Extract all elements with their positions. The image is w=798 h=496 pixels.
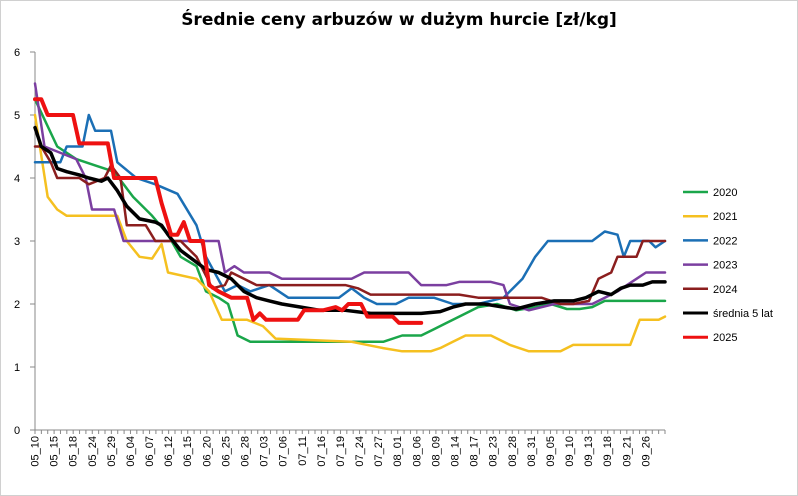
series-line-2024 (33, 145, 667, 306)
legend: 2020 2021 2022 2023 2024 średnia 5 lat 2025 (683, 187, 773, 344)
x-tick-label: 06_15 (182, 436, 194, 467)
x-tick-label: 09_26 (640, 436, 652, 467)
x-tick-label: 09_21 (621, 436, 633, 467)
x-tick-label: 07_16 (316, 436, 328, 467)
x-tick-label: 07_27 (373, 436, 385, 467)
series-line-2023 (33, 82, 667, 312)
x-tick-label: 05_24 (87, 436, 99, 467)
x-tick-label: 08_06 (411, 436, 423, 467)
x-tick-label: 08_09 (430, 436, 442, 467)
chart-title: Średnie ceny arbuzów w dużym hurcie [zł/… (181, 10, 617, 30)
legend-label: 2023 (713, 260, 737, 272)
y-tick-label: 5 (14, 110, 20, 122)
x-tick-label: 05_15 (49, 436, 61, 467)
x-tick-label: 05_29 (106, 436, 118, 467)
x-tick-label: 09_18 (602, 436, 614, 467)
series-line--rednia-5-lat (33, 125, 667, 316)
x-tick-label: 07_24 (354, 436, 366, 467)
x-tick-label: 06_04 (125, 436, 137, 467)
x-tick-label: 08_28 (507, 436, 519, 467)
y-tick-label: 0 (14, 425, 20, 437)
x-tick-label: 06_12 (163, 436, 175, 467)
x-tick-label: 07_11 (297, 436, 309, 466)
y-tick-label: 3 (14, 236, 20, 248)
x-tick-label: 07_06 (278, 436, 290, 467)
x-tick-label: 05_10 (30, 436, 42, 467)
y-tick-label: 4 (14, 173, 20, 185)
y-tick-label: 6 (14, 47, 20, 59)
x-tick-label: 08_17 (469, 436, 481, 467)
x-tick-label: 08_01 (392, 436, 404, 467)
legend-label: 2025 (713, 332, 737, 344)
legend-label: 2022 (713, 235, 737, 247)
x-tick-label: 07_19 (335, 436, 347, 467)
series-line-2021 (33, 113, 667, 353)
y-axis-ticks: 0 1 2 3 4 5 6 (14, 47, 35, 437)
x-tick-label: 05_18 (68, 436, 80, 467)
x-tick-label: 09_13 (583, 436, 595, 467)
x-tick-label: 09_10 (564, 436, 576, 467)
legend-label: 2021 (713, 211, 737, 223)
x-axis-ticks: 05_10 05_15 05_18 05_24 05_29 06_04 06_07 06_12… (30, 430, 666, 467)
series-line-2022 (33, 113, 667, 306)
x-tick-label: 09_05 (545, 436, 557, 467)
x-tick-label: 08_23 (488, 436, 500, 467)
x-tick-label: 06_20 (201, 436, 213, 467)
y-tick-label: 2 (14, 299, 20, 311)
x-tick-label: 06_25 (220, 436, 232, 467)
x-tick-label: 06_28 (240, 436, 252, 467)
x-tick-label: 07_03 (259, 436, 271, 467)
x-tick-label: 08_14 (450, 436, 462, 467)
legend-label: 2020 (713, 187, 737, 199)
legend-label: średnia 5 lat (713, 308, 773, 320)
series-line-2025 (33, 97, 424, 325)
x-tick-label: 06_07 (144, 436, 156, 467)
series-lines (33, 82, 667, 353)
x-tick-label: 08_31 (526, 436, 538, 467)
legend-label: 2024 (713, 284, 737, 296)
y-tick-label: 1 (14, 362, 20, 374)
